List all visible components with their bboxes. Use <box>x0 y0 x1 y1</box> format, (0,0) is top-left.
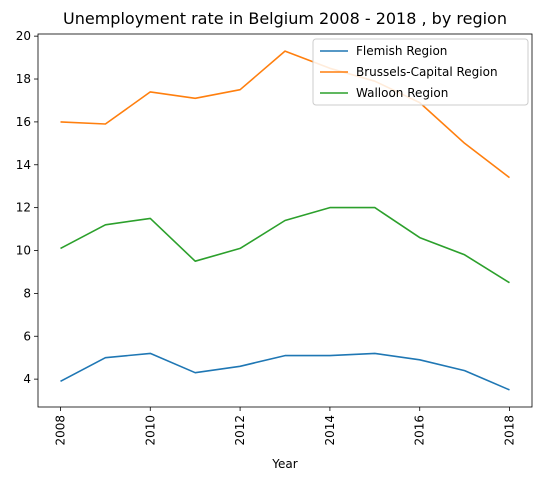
x-tick-label: 2016 <box>413 415 427 446</box>
x-axis-ticks: 2008 2010 2012 2014 2016 2018 <box>53 407 517 446</box>
y-tick-label: 14 <box>16 158 31 172</box>
y-tick-label: 6 <box>23 329 31 343</box>
x-tick-label: 2018 <box>503 415 517 446</box>
plot-frame <box>37 33 533 408</box>
y-tick-label: 4 <box>23 372 31 386</box>
x-tick-label: 2014 <box>323 415 337 446</box>
x-axis-label: Year <box>271 457 297 471</box>
y-tick-label: 20 <box>16 29 31 43</box>
series-line-1 <box>60 50 510 179</box>
y-tick-label: 16 <box>16 115 31 129</box>
y-tick-label: 18 <box>16 72 31 86</box>
chart-title: Unemployment rate in Belgium 2008 - 2018… <box>63 9 507 28</box>
y-axis-ticks: 4 6 8 10 12 14 16 18 20 <box>16 29 38 386</box>
legend: Flemish Region Brussels-Capital Region Wal… <box>312 38 529 106</box>
legend-box <box>312 38 529 106</box>
legend-label-0: Flemish Region <box>356 44 447 58</box>
y-tick-label: 12 <box>16 201 31 215</box>
x-tick-label: 2008 <box>53 415 67 446</box>
legend-label-2: Walloon Region <box>356 86 448 100</box>
x-tick-label: 2012 <box>233 415 247 446</box>
plot-area <box>37 33 533 408</box>
y-tick-label: 8 <box>23 286 31 300</box>
series-line-0 <box>60 352 510 391</box>
legend-label-1: Brussels-Capital Region <box>356 65 498 79</box>
x-tick-label: 2010 <box>143 415 157 446</box>
series-line-2 <box>60 206 510 284</box>
y-tick-label: 10 <box>16 244 31 258</box>
